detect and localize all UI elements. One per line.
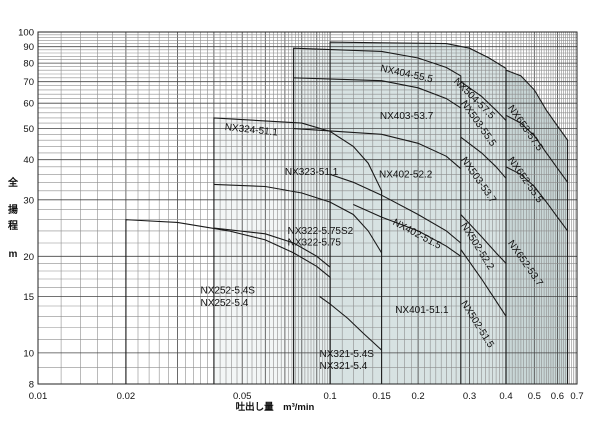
curve-nx40-4 [381,216,462,257]
y-tick-label: 8 [29,380,34,391]
curve-nx32-3 [319,295,382,351]
region-outline-nx25 [125,219,331,384]
y-tick-label: 30 [23,195,34,206]
pump-regions [125,42,568,385]
y-axis-label-char: 程 [8,219,18,232]
region-outline-nx32 [213,117,383,384]
performance-curves [125,41,569,384]
y-axis-label-char: 揚 [8,203,18,216]
curve-label: NX321-5.4S [320,349,375,360]
curve-label: NX252-5.4S [201,286,256,297]
curve-nx50-2 [460,136,507,179]
curve-label: NX323-51.1 [285,167,339,178]
plot-frame [37,31,578,385]
axes [37,31,578,385]
curve-nx40-5 [353,203,382,218]
x-tick-label: 0.15 [372,391,391,402]
y-tick-label: 15 [23,292,34,303]
y-tick-label: 50 [23,124,34,135]
curve-label: NX322-5.75 [288,238,342,249]
y-tick-label: 10 [23,348,34,359]
x-tick-label: 0.2 [411,391,424,402]
curve-label: NX321-5.4 [320,361,368,372]
curve-nx50-4 [460,249,507,317]
curve-nx65-1 [505,114,569,183]
x-tick-label: 0.01 [29,391,48,402]
y-tick-labels: 8 10 15 20 30 40 50 60 70 80 90 100 [18,28,34,391]
y-tick-label: 70 [23,77,34,88]
curve-label: NX401-51.1 [395,305,449,316]
x-tick-labels: 0.01 0.02 0.05 0.1 0.15 0.2 0.3 0.4 0.5 0.6 0.7 [29,391,584,402]
x-tick-label: 0.05 [233,391,252,402]
x-tick-label: 0.02 [117,391,136,402]
y-tick-label: 90 [23,42,34,53]
x-axis-label: 吐出し量 m³/min [236,401,315,413]
x-tick-label: 0.1 [323,391,336,402]
y-tick-label: 20 [23,252,34,263]
region-outline-nx50 [329,41,507,384]
curve-nx65-2 [505,166,569,232]
region-outline-nx40 [293,47,462,384]
y-tick-label: 80 [23,59,34,70]
x-tick-label: 0.6 [551,391,564,402]
curve-label: NX322-5.75S2 [288,226,354,237]
x-tick-label: 0.5 [528,391,541,402]
curve-nx40-2 [293,128,462,170]
curve-nx50-3 [460,214,507,264]
y-axis-label-char: 全 [7,176,19,189]
curve-label: NX252-5.4 [201,298,249,309]
y-tick-label: 60 [23,99,34,110]
y-axis-label: 全揚程 m [7,176,19,260]
region-outline-nx65 [505,69,569,384]
x-tick-label: 0.3 [463,391,476,402]
x-tick-label: 0.7 [570,391,583,402]
curve-nx50-1 [460,81,507,121]
curve-nx40-3 [329,173,462,244]
y-tick-label: 40 [23,155,34,166]
y-axis-label-char: m [9,249,18,260]
curve-label: NX402-52.2 [379,170,433,181]
x-tick-label: 0.4 [499,391,512,402]
y-tick-label: 100 [18,28,34,39]
curve-nx40-1 [293,77,462,109]
curve-label: NX403-53.7 [380,111,434,122]
